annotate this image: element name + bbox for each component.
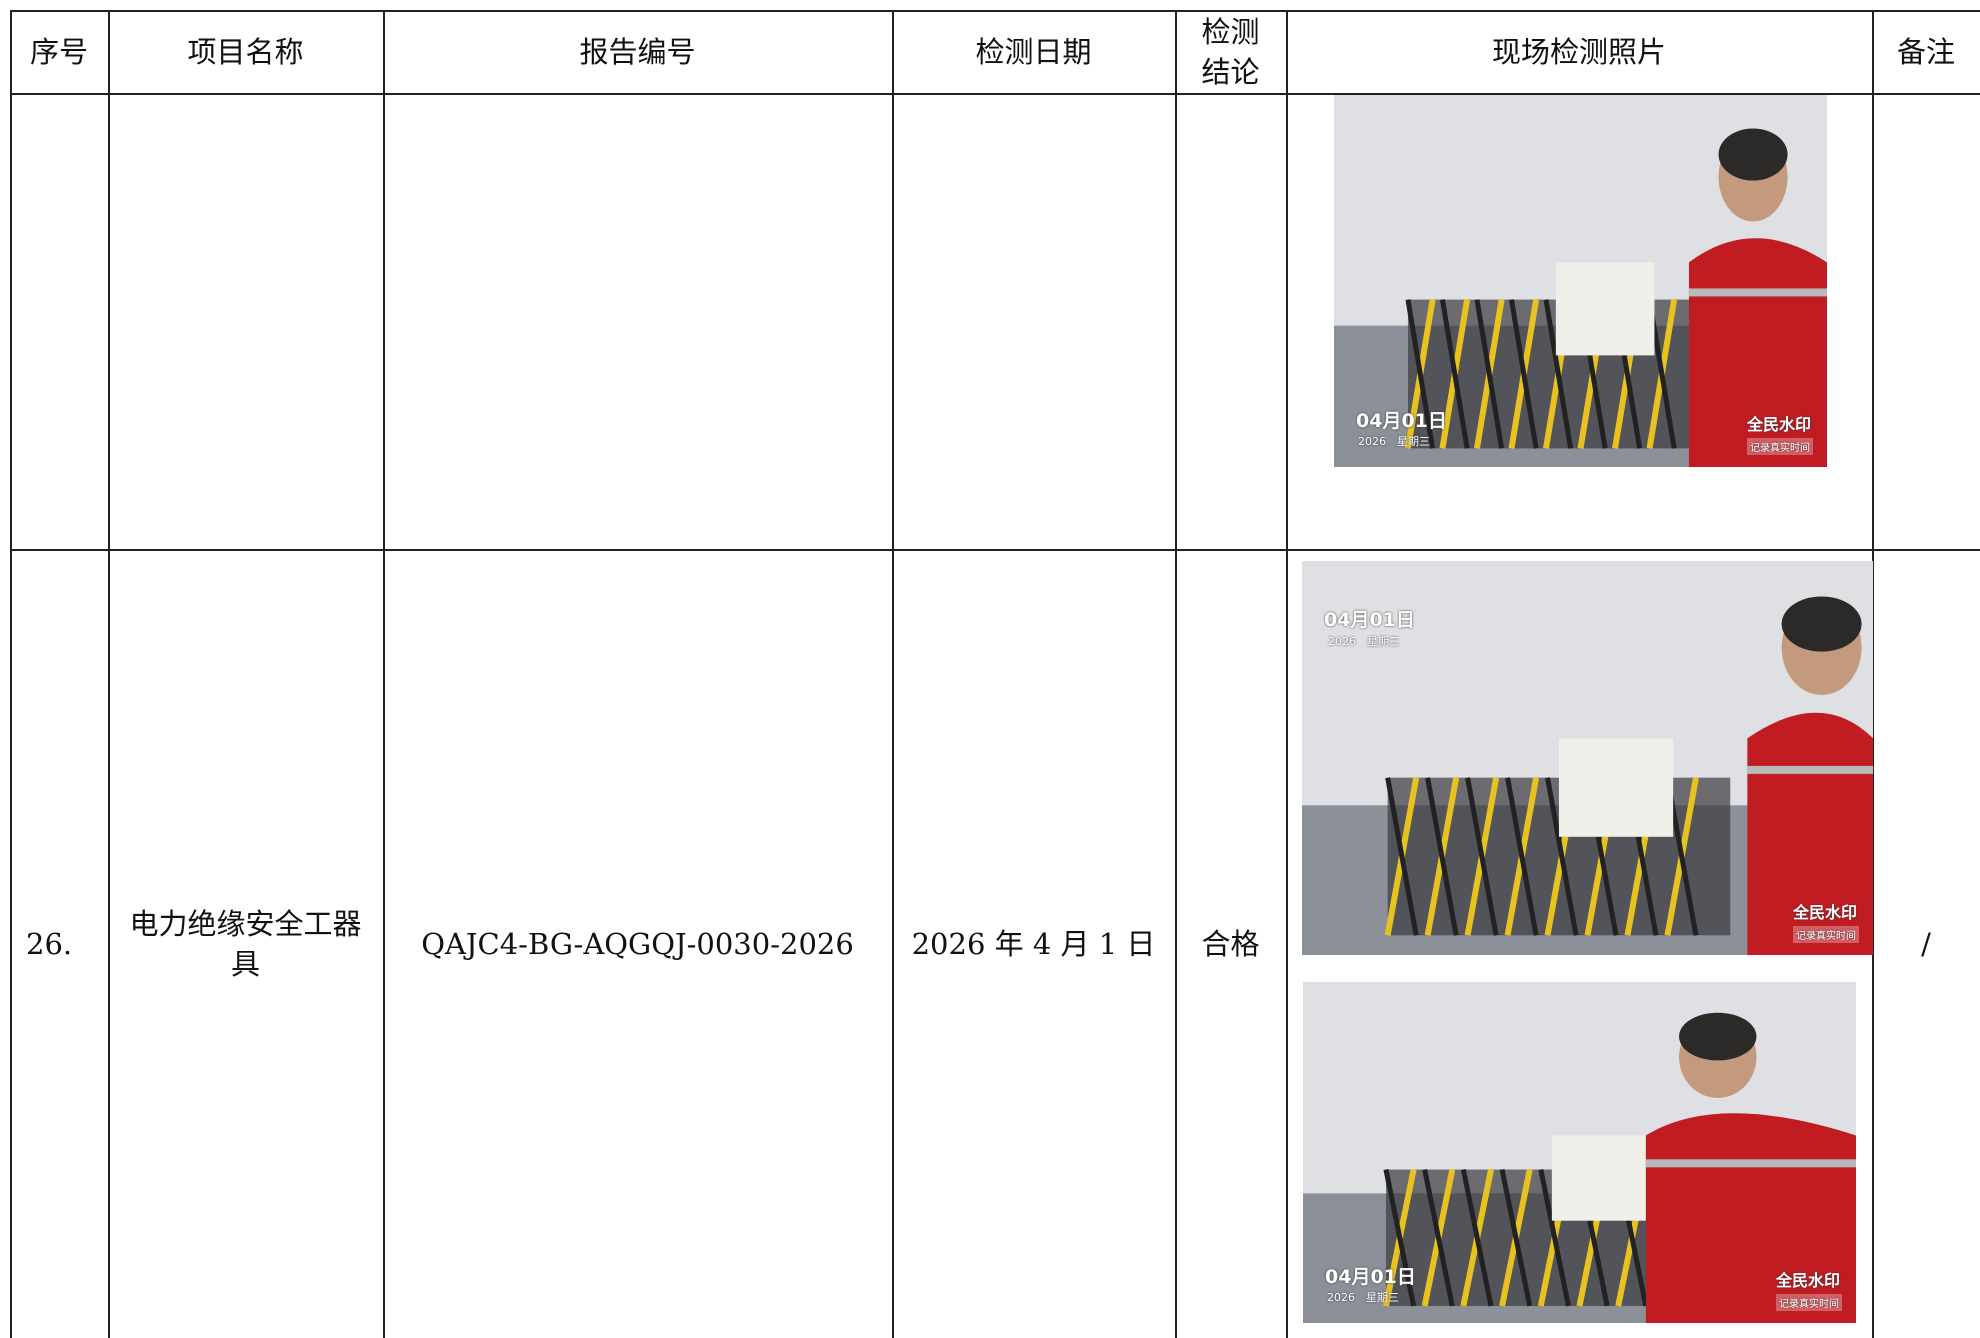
border	[10, 93, 1980, 95]
watermark: 04月01日	[1356, 410, 1447, 432]
report-number: QAJC4-BG-AQGQJ-0030-2026	[421, 926, 854, 961]
border	[1175, 10, 1177, 1338]
photo-scene	[1303, 982, 1856, 1323]
border	[10, 549, 1980, 551]
border	[10, 10, 12, 1338]
watermark: 2026 星期三	[1327, 1291, 1399, 1304]
watermark: 全民水印	[1746, 415, 1811, 434]
border	[383, 10, 385, 1338]
photo-scene	[1334, 95, 1827, 467]
photo-scene	[1302, 561, 1873, 955]
watermark: 2026 星期三	[1328, 635, 1400, 648]
border	[108, 10, 110, 1338]
header: 现场检测照片	[1491, 34, 1666, 69]
header: 序号	[29, 34, 88, 69]
header: 报告编号	[579, 34, 696, 69]
watermark: 记录真实时间	[1793, 926, 1859, 943]
index: 26.	[26, 926, 73, 961]
remark: /	[1921, 926, 1931, 961]
project-name: 电力绝缘安全工器具	[129, 906, 362, 981]
border	[10, 10, 1980, 12]
result: 合格	[1201, 926, 1260, 961]
header: 检测结论	[1201, 14, 1260, 89]
border	[1286, 10, 1288, 1338]
watermark: 全民水印	[1792, 903, 1857, 922]
watermark: 记录真实时间	[1747, 438, 1813, 455]
header: 备注	[1896, 34, 1955, 69]
header: 检测日期	[975, 34, 1092, 69]
site-photo: 04月01日 2026 星期三 全民水印记录真实时间	[1303, 982, 1856, 1323]
watermark: 全民水印	[1775, 1271, 1840, 1290]
site-photo: 04月01日 2026 星期三 全民水印记录真实时间	[1334, 95, 1827, 467]
watermark: 2026 星期三	[1358, 435, 1430, 448]
watermark: 记录真实时间	[1776, 1294, 1842, 1311]
header: 项目名称	[187, 34, 304, 69]
test-date: 2026 年 4 月 1 日	[911, 926, 1156, 961]
site-photo: 04月01日 2026 星期三全民水印记录真实时间	[1302, 561, 1873, 955]
border	[892, 10, 894, 1338]
watermark: 04月01日	[1324, 609, 1415, 631]
watermark: 04月01日	[1325, 1266, 1416, 1288]
